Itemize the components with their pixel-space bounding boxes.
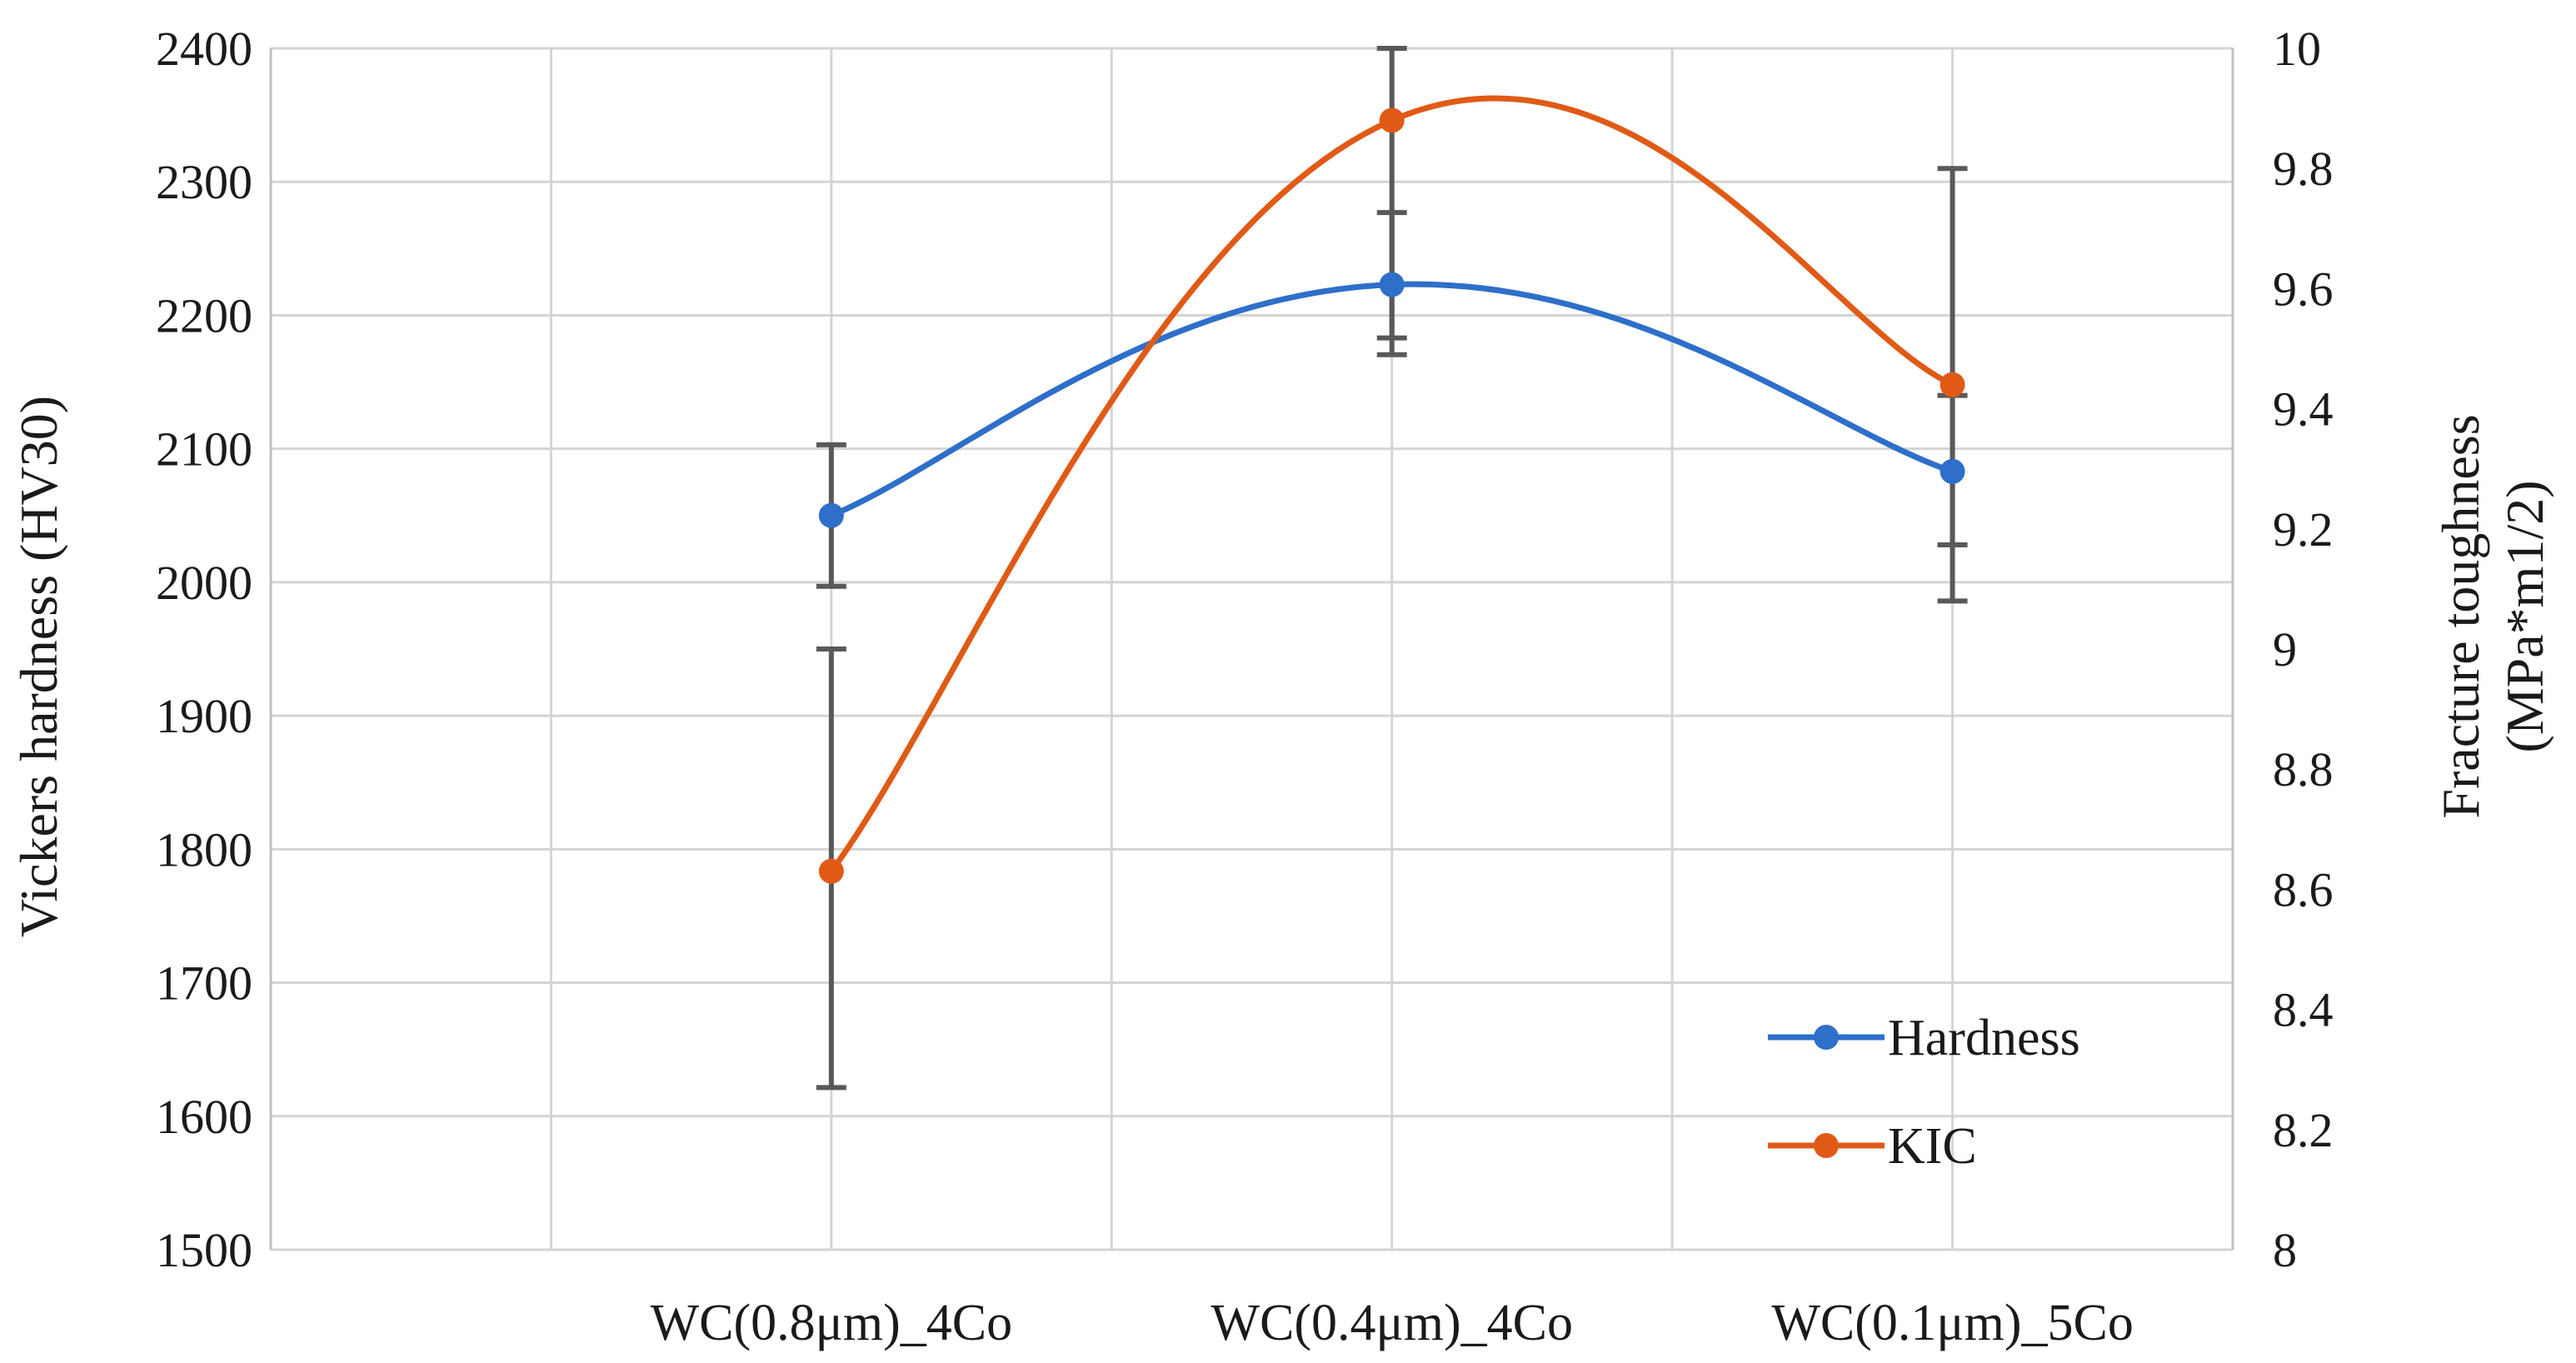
- right-tick-label: 8.8: [2273, 742, 2334, 796]
- left-tick-label: 2400: [156, 22, 252, 76]
- left-tick-label: 1500: [156, 1223, 252, 1277]
- left-tick-label: 2300: [156, 155, 252, 209]
- right-axis-title: Fracture toughness: [2431, 414, 2490, 818]
- data-point-hardness: [818, 502, 844, 528]
- left-tick-label: 1700: [156, 956, 252, 1011]
- left-tick-label: 1900: [156, 689, 252, 743]
- grid-lines: [269, 47, 2234, 1251]
- data-point-kic: [1939, 372, 1965, 397]
- left-tick-label: 1600: [156, 1090, 252, 1144]
- right-tick-label: 8.6: [2273, 862, 2334, 916]
- data-point-kic: [1379, 107, 1405, 133]
- right-tick-label: 8.2: [2273, 1103, 2334, 1157]
- right-tick-label: 9: [2273, 622, 2297, 677]
- right-tick-label: 10: [2273, 22, 2321, 76]
- data-point-hardness: [1379, 272, 1405, 297]
- series-line-kic: [829, 95, 1954, 873]
- left-tick-label: 2200: [156, 288, 252, 342]
- left-axis-title: Vickers hardness (HV30): [9, 396, 68, 937]
- right-tick-label: 8.4: [2273, 983, 2334, 1037]
- right-tick-label: 9.4: [2273, 382, 2334, 437]
- right-tick-label: 9.2: [2273, 502, 2334, 557]
- legend-kic-marker: [1814, 1133, 1839, 1158]
- right-tick-label: 8: [2273, 1223, 2297, 1277]
- legend: Hardness KIC: [1768, 1010, 2080, 1175]
- legend-hardness-label: Hardness: [1888, 1010, 2080, 1066]
- right-axis-title-unit: (MPa*m1/2): [2495, 480, 2554, 752]
- category-label: WC(0.8μm)_4Co: [651, 1295, 1012, 1351]
- left-tick-label: 1800: [156, 822, 252, 876]
- data-point-hardness: [1939, 458, 1965, 484]
- data-point-kic: [818, 858, 844, 884]
- left-tick-label: 2000: [156, 556, 252, 610]
- left-tick-label: 2100: [156, 422, 252, 477]
- right-tick-label: 9.6: [2273, 262, 2334, 316]
- category-label: WC(0.1μm)_5Co: [1771, 1295, 2133, 1351]
- legend-kic-label: KIC: [1888, 1118, 1977, 1175]
- category-label: WC(0.4μm)_4Co: [1211, 1295, 1572, 1351]
- series-lines: [818, 95, 1965, 884]
- right-tick-label: 9.8: [2273, 142, 2334, 196]
- axis-ticks: 1500 1600 1700 1800 1900 2000 2100 2200 2300 2400…: [156, 22, 2334, 1351]
- legend-hardness-marker: [1814, 1025, 1839, 1050]
